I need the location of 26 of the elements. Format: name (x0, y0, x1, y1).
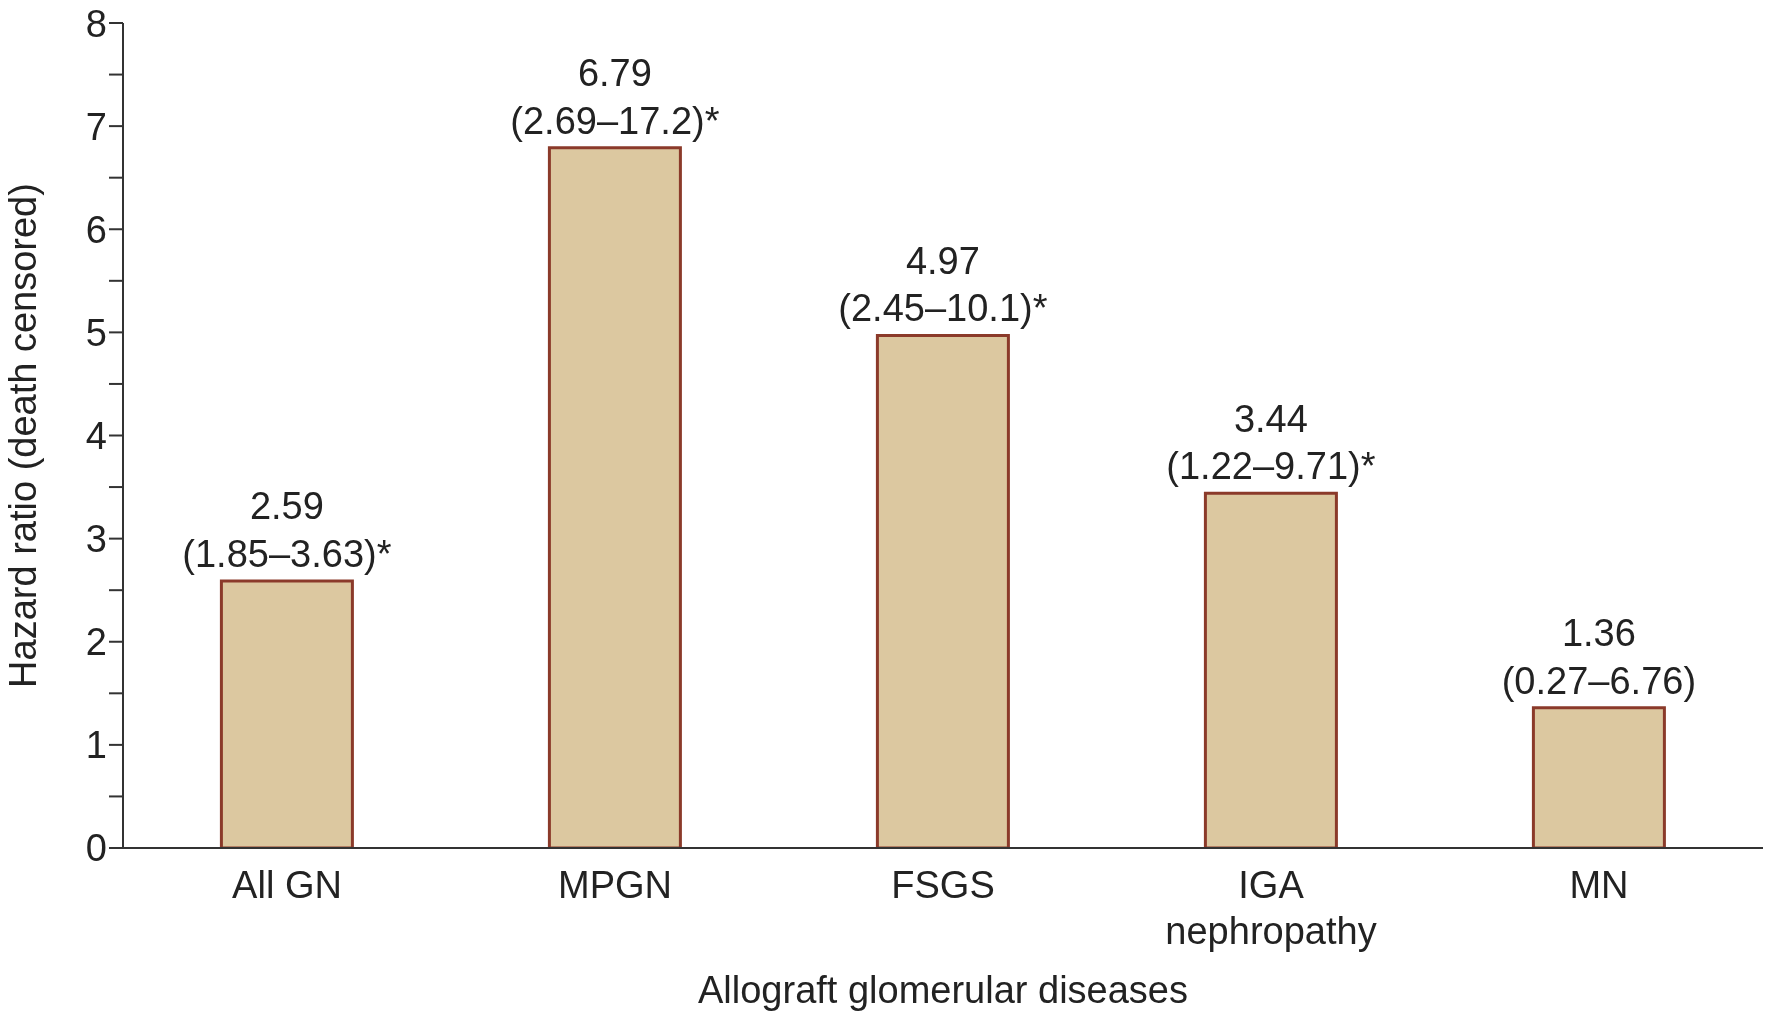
data-label: 2.59 (1.85–3.63)* (182, 485, 392, 575)
data-label: 1.36 (0.27–6.76) (1501, 612, 1697, 702)
data-label: 3.44 (1.22–9.71)* (1166, 397, 1376, 488)
x-axis-title: Allograft glomerular diseases (697, 969, 1189, 1011)
y-tick-label: 8 (85, 2, 107, 45)
bar (219, 579, 354, 848)
bar (1531, 706, 1666, 848)
y-tick-label: 7 (85, 105, 107, 148)
x-tick-label: MN (1569, 864, 1629, 907)
y-tick-label: 1 (85, 724, 107, 767)
x-tick-label: All GN (232, 864, 342, 907)
y-tick-label: 0 (85, 827, 107, 870)
y-tick-label: 2 (85, 621, 107, 664)
y-tick-label: 4 (85, 414, 107, 457)
bar (875, 333, 1010, 848)
bar (547, 146, 682, 848)
data-label: 6.79 (2.69–17.2)* (510, 52, 720, 142)
y-axis-title: Hazard ratio (death censored) (2, 183, 45, 688)
x-tick-label: MPGN (558, 864, 672, 907)
x-tick-label: IGA nephropathy (1165, 864, 1377, 952)
data-label: 4.97 (2.45–10.1)* (838, 239, 1048, 330)
x-tick-label: FSGS (891, 864, 995, 907)
y-tick-label: 3 (85, 518, 107, 561)
y-tick-label: 6 (85, 208, 107, 251)
bar (1203, 491, 1338, 848)
y-tick-label: 5 (85, 311, 107, 354)
